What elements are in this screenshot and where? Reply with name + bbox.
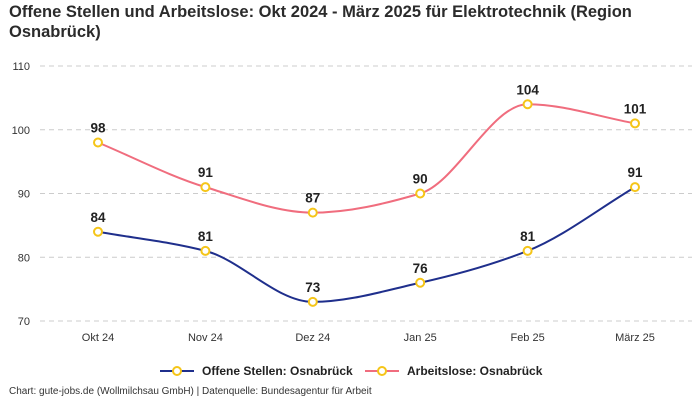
data-point [93, 137, 103, 148]
y-tick-label: 110 [12, 61, 30, 73]
data-point [522, 99, 533, 110]
data-point [307, 296, 318, 307]
data-point [522, 245, 533, 256]
data-label: 90 [413, 172, 428, 187]
data-point [200, 245, 211, 256]
legend-marker [172, 366, 182, 376]
legend-marker [377, 366, 387, 376]
series-line [97, 103, 636, 214]
x-tick-label: Feb 25 [510, 332, 544, 344]
x-tick-label: Jan 25 [404, 332, 437, 344]
data-point [307, 207, 318, 218]
x-tick-label: Nov 24 [188, 332, 223, 344]
data-point [200, 182, 211, 193]
data-label: 76 [413, 261, 429, 276]
chart-footer: Chart: gute-jobs.de (Wollmilchsau GmbH) … [9, 386, 372, 397]
data-label: 101 [624, 101, 647, 116]
data-label: 91 [198, 165, 214, 180]
series-lines [97, 103, 636, 303]
data-point [630, 118, 640, 129]
legend-label: Arbeitslose: Osnabrück [407, 364, 543, 378]
x-tick-label: März 25 [615, 332, 655, 344]
legend-label: Offene Stellen: Osnabrück [202, 364, 353, 378]
series-markers [93, 99, 640, 307]
data-point [93, 226, 103, 237]
y-axis: 70 80 90 100 110 [12, 61, 30, 328]
data-point [415, 188, 426, 199]
data-point [415, 277, 426, 288]
data-label: 98 [90, 121, 106, 136]
chart-title: Offene Stellen und Arbeitslose: Okt 2024… [9, 3, 632, 41]
series-line [97, 186, 636, 303]
grid-lines [40, 65, 692, 322]
data-label: 87 [305, 191, 320, 206]
y-tick-label: 80 [18, 252, 30, 264]
x-tick-label: Dez 24 [295, 332, 330, 344]
data-label: 81 [198, 229, 214, 244]
y-tick-label: 90 [18, 189, 30, 201]
y-tick-label: 70 [18, 316, 30, 328]
data-label: 73 [305, 280, 321, 295]
x-axis: Okt 24 Nov 24 Dez 24 Jan 25 Feb 25 März 25 [82, 332, 655, 344]
data-label: 84 [90, 210, 106, 225]
data-label: 104 [516, 82, 539, 97]
x-tick-label: Okt 24 [82, 332, 114, 344]
data-label: 91 [627, 165, 643, 180]
y-tick-label: 100 [12, 125, 30, 137]
data-labels: 84 81 73 76 81 91 98 91 87 90 104 101 [90, 82, 646, 295]
data-label: 81 [520, 229, 536, 244]
data-point [630, 182, 640, 193]
legend: Offene Stellen: Osnabrück Arbeitslose: Os… [160, 364, 543, 378]
